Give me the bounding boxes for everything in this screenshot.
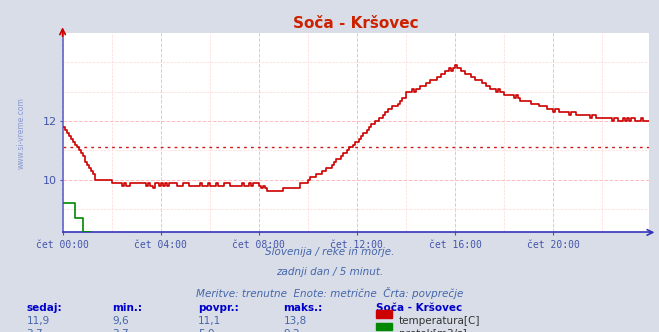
Text: maks.:: maks.: [283, 303, 323, 313]
Text: 9,6: 9,6 [112, 316, 129, 326]
Text: povpr.:: povpr.: [198, 303, 239, 313]
Title: Soča - Kršovec: Soča - Kršovec [293, 16, 418, 31]
Text: 13,8: 13,8 [283, 316, 306, 326]
Text: 9,2: 9,2 [283, 329, 300, 332]
Text: www.si-vreme.com: www.si-vreme.com [17, 97, 26, 169]
Text: Meritve: trenutne  Enote: metrične  Črta: povprečje: Meritve: trenutne Enote: metrične Črta: … [196, 287, 463, 299]
Text: Slovenija / reke in morje.: Slovenija / reke in morje. [265, 247, 394, 257]
Text: 11,9: 11,9 [26, 316, 49, 326]
Text: pretok[m3/s]: pretok[m3/s] [399, 329, 467, 332]
Text: sedaj:: sedaj: [26, 303, 62, 313]
Text: 3,7: 3,7 [26, 329, 43, 332]
Text: Soča - Kršovec: Soča - Kršovec [376, 303, 462, 313]
Text: 3,7: 3,7 [112, 329, 129, 332]
Text: 11,1: 11,1 [198, 316, 221, 326]
Text: 5,0: 5,0 [198, 329, 214, 332]
Text: temperatura[C]: temperatura[C] [399, 316, 480, 326]
Text: min.:: min.: [112, 303, 142, 313]
Text: zadnji dan / 5 minut.: zadnji dan / 5 minut. [276, 267, 383, 277]
